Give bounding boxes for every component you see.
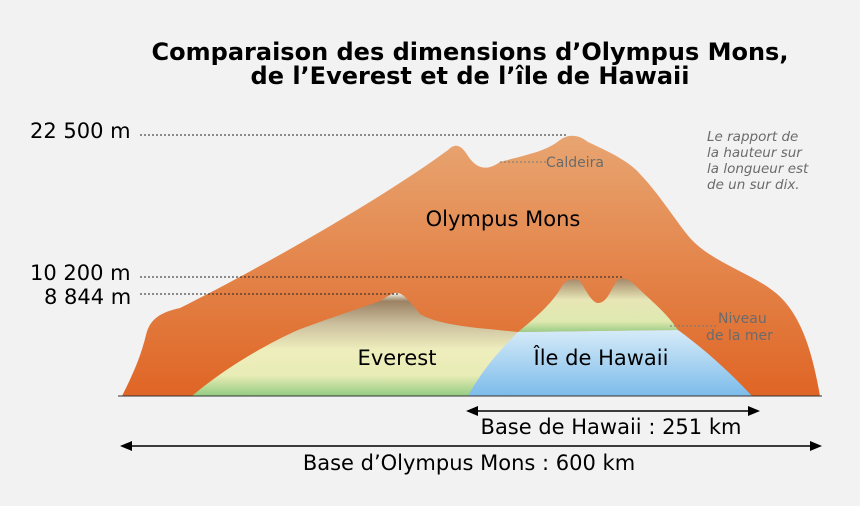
everest-shape xyxy=(192,292,518,396)
sea-level-label-2: de la mer xyxy=(706,328,773,344)
altitude-everest: 8 844 m xyxy=(44,285,131,309)
ratio-note-line-4: de un sur dix. xyxy=(707,177,800,193)
hawaii-base-label: Base de Hawaii : 251 km xyxy=(481,415,742,439)
title-line-1: Comparaison des dimensions d’Olympus Mon… xyxy=(152,38,789,66)
olympus-base-arrow xyxy=(120,441,822,451)
sea-level-label-1: Niveau xyxy=(718,311,767,327)
altitude-hawaii: 10 200 m xyxy=(30,261,131,285)
ratio-note-line-3: la longueur est xyxy=(707,161,809,177)
altitude-olympus: 22 500 m xyxy=(30,119,131,143)
everest-label: Everest xyxy=(358,346,437,370)
ratio-note-line-2: la hauteur sur xyxy=(707,145,803,161)
olympus-mons-label: Olympus Mons xyxy=(426,207,581,231)
olympus-base-label: Base d’Olympus Mons : 600 km xyxy=(303,451,635,475)
caldeira-label: Caldeira xyxy=(546,155,604,171)
title-line-2: de l’Everest et de l’île de Hawaii xyxy=(251,62,690,90)
hawaii-label: Île de Hawaii xyxy=(533,345,669,370)
hawaii-base-arrow xyxy=(466,406,760,416)
hawaii-underwater-shape xyxy=(468,330,752,396)
hawaii-upper-shape xyxy=(518,278,678,332)
ratio-note-line-1: Le rapport de xyxy=(707,129,798,145)
